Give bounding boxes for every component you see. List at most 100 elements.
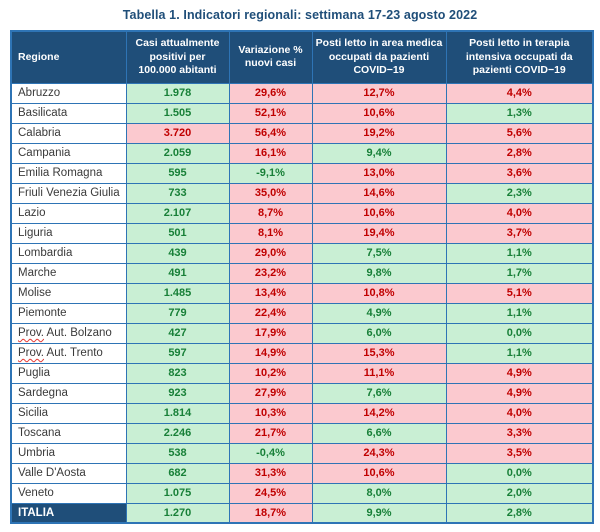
value-cell: 2.107 <box>125 202 230 224</box>
value-cell: 2,8% <box>445 142 594 164</box>
table-row: Sardegna 923 27,9% 7,6% 4,9% <box>10 382 594 404</box>
region-cell: Umbria <box>10 442 127 464</box>
region-cell: Marche <box>10 262 127 284</box>
value-cell: 2.059 <box>125 142 230 164</box>
value-cell: 13,4% <box>228 282 313 304</box>
value-cell: 439 <box>125 242 230 264</box>
value-cell: 14,2% <box>311 402 447 424</box>
table-row: Emilia Romagna 595 -9,1% 13,0% 3,6% <box>10 162 594 184</box>
value-cell: 1.485 <box>125 282 230 304</box>
value-cell: 9,4% <box>311 142 447 164</box>
value-cell: 501 <box>125 222 230 244</box>
region-cell: Molise <box>10 282 127 304</box>
value-cell: 9,8% <box>311 262 447 284</box>
region-cell: Basilicata <box>10 102 127 124</box>
value-cell: 5,6% <box>445 122 594 144</box>
value-cell: 16,1% <box>228 142 313 164</box>
table-row: Prov. Aut. Trento 597 14,9% 15,3% 1,1% <box>10 342 594 364</box>
value-cell: 1,1% <box>445 242 594 264</box>
value-cell: 3,5% <box>445 442 594 464</box>
table-row: Umbria 538 -0,4% 24,3% 3,5% <box>10 442 594 464</box>
value-cell: 4,9% <box>311 302 447 324</box>
region-cell: Valle D'Aosta <box>10 462 127 484</box>
value-cell: 1.505 <box>125 102 230 124</box>
value-cell: 10,3% <box>228 402 313 424</box>
value-cell: 6,0% <box>311 322 447 344</box>
value-cell: 4,0% <box>445 402 594 424</box>
table-row: Veneto 1.075 24,5% 8,0% 2,0% <box>10 482 594 504</box>
value-cell: 1,1% <box>445 302 594 324</box>
value-cell: 24,5% <box>228 482 313 504</box>
region-cell: Liguria <box>10 222 127 244</box>
table-row: Valle D'Aosta 682 31,3% 10,6% 0,0% <box>10 462 594 484</box>
value-cell: 3,3% <box>445 422 594 444</box>
region-cell: Sardegna <box>10 382 127 404</box>
misspelled-word: Prov. <box>18 327 44 339</box>
value-cell: 3,6% <box>445 162 594 184</box>
value-cell: 1.075 <box>125 482 230 504</box>
value-cell: 1,1% <box>445 342 594 364</box>
region-cell: Emilia Romagna <box>10 162 127 184</box>
value-cell: 11,1% <box>311 362 447 384</box>
value-cell: 2.246 <box>125 422 230 444</box>
column-header-posti-letto-terapia-intensiva: Posti letto in terapia intensiva occupat… <box>445 30 594 84</box>
value-cell: 4,9% <box>445 382 594 404</box>
value-cell: 1,3% <box>445 102 594 124</box>
region-cell: Friuli Venezia Giulia <box>10 182 127 204</box>
table-row: Marche 491 23,2% 9,8% 1,7% <box>10 262 594 284</box>
table-row: Lombardia 439 29,0% 7,5% 1,1% <box>10 242 594 264</box>
region-cell: Sicilia <box>10 402 127 424</box>
value-cell: 595 <box>125 162 230 184</box>
value-cell: 7,5% <box>311 242 447 264</box>
region-cell: Prov. Aut. Trento <box>10 342 127 364</box>
region-cell: Veneto <box>10 482 127 504</box>
column-header-posti-letto-area-medica: Posti letto in area medica occupati da p… <box>311 30 447 84</box>
table-row: Piemonte 779 22,4% 4,9% 1,1% <box>10 302 594 324</box>
value-cell: 1,7% <box>445 262 594 284</box>
value-cell: 6,6% <box>311 422 447 444</box>
value-cell: 1.814 <box>125 402 230 424</box>
total-row: ITALIA 1.270 18,7% 9,9% 2,8% <box>10 502 594 524</box>
region-cell: Puglia <box>10 362 127 384</box>
value-cell: 1.270 <box>125 502 230 524</box>
table-row: Friuli Venezia Giulia 733 35,0% 14,6% 2,3% <box>10 182 594 204</box>
value-cell: 779 <box>125 302 230 324</box>
value-cell: 23,2% <box>228 262 313 284</box>
value-cell: 0,0% <box>445 462 594 484</box>
value-cell: 682 <box>125 462 230 484</box>
value-cell: 31,3% <box>228 462 313 484</box>
header-row: Regione Casi attualmente positivi per 10… <box>10 30 594 84</box>
table-row: Molise 1.485 13,4% 10,8% 5,1% <box>10 282 594 304</box>
value-cell: 15,3% <box>311 342 447 364</box>
region-cell: Piemonte <box>10 302 127 324</box>
region-cell: Calabria <box>10 122 127 144</box>
region-cell: Campania <box>10 142 127 164</box>
table-row: Abruzzo 1.978 29,6% 12,7% 4,4% <box>10 82 594 104</box>
value-cell: 18,7% <box>228 502 313 524</box>
value-cell: 3,7% <box>445 222 594 244</box>
value-cell: 7,6% <box>311 382 447 404</box>
value-cell: 14,9% <box>228 342 313 364</box>
value-cell: 27,9% <box>228 382 313 404</box>
table-row: Campania 2.059 16,1% 9,4% 2,8% <box>10 142 594 164</box>
region-cell: Prov. Aut. Bolzano <box>10 322 127 344</box>
value-cell: 427 <box>125 322 230 344</box>
value-cell: 56,4% <box>228 122 313 144</box>
value-cell: 8,7% <box>228 202 313 224</box>
misspelled-word: Prov. <box>18 347 44 359</box>
region-cell: Lazio <box>10 202 127 224</box>
value-cell: 8,1% <box>228 222 313 244</box>
value-cell: 14,6% <box>311 182 447 204</box>
value-cell: 4,4% <box>445 82 594 104</box>
table-header: Regione Casi attualmente positivi per 10… <box>10 30 594 84</box>
value-cell: 17,9% <box>228 322 313 344</box>
value-cell: 10,6% <box>311 462 447 484</box>
table-row: Sicilia 1.814 10,3% 14,2% 4,0% <box>10 402 594 424</box>
value-cell: 733 <box>125 182 230 204</box>
region-cell: Abruzzo <box>10 82 127 104</box>
value-cell: 491 <box>125 262 230 284</box>
value-cell: 923 <box>125 382 230 404</box>
region-cell: Lombardia <box>10 242 127 264</box>
value-cell: 1.978 <box>125 82 230 104</box>
value-cell: 10,6% <box>311 102 447 124</box>
